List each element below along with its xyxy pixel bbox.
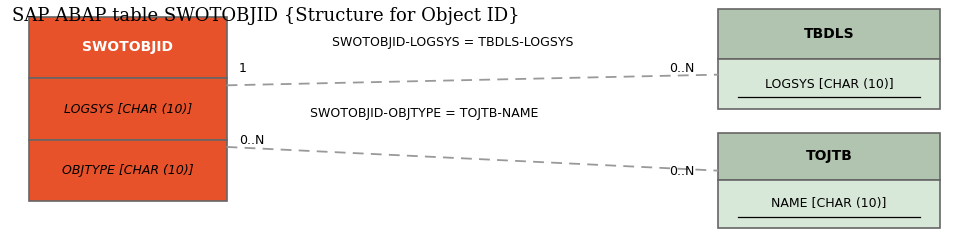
Text: TBDLS: TBDLS [804,27,854,41]
FancyBboxPatch shape [29,140,227,201]
FancyBboxPatch shape [718,133,940,180]
Text: TOJTB: TOJTB [806,149,852,164]
FancyBboxPatch shape [29,17,227,78]
Text: SWOTOBJID-LOGSYS = TBDLS-LOGSYS: SWOTOBJID-LOGSYS = TBDLS-LOGSYS [333,36,574,49]
Text: OBJTYPE [CHAR (10)]: OBJTYPE [CHAR (10)] [62,164,194,177]
Text: SWOTOBJID-OBJTYPE = TOJTB-NAME: SWOTOBJID-OBJTYPE = TOJTB-NAME [310,107,538,120]
FancyBboxPatch shape [718,59,940,109]
Text: NAME [CHAR (10)]: NAME [CHAR (10)] [771,197,887,210]
Text: 0..N: 0..N [239,134,264,147]
FancyBboxPatch shape [718,180,940,228]
Text: LOGSYS [CHAR (10)]: LOGSYS [CHAR (10)] [64,103,192,115]
Text: LOGSYS [CHAR (10)]: LOGSYS [CHAR (10)] [764,78,894,91]
Text: SWOTOBJID: SWOTOBJID [82,40,174,55]
Text: 0..N: 0..N [669,62,694,75]
FancyBboxPatch shape [29,78,227,140]
Text: SAP ABAP table SWOTOBJID {Structure for Object ID}: SAP ABAP table SWOTOBJID {Structure for … [12,7,520,25]
Text: 1: 1 [239,62,247,75]
Text: 0..N: 0..N [669,165,694,178]
FancyBboxPatch shape [718,9,940,59]
